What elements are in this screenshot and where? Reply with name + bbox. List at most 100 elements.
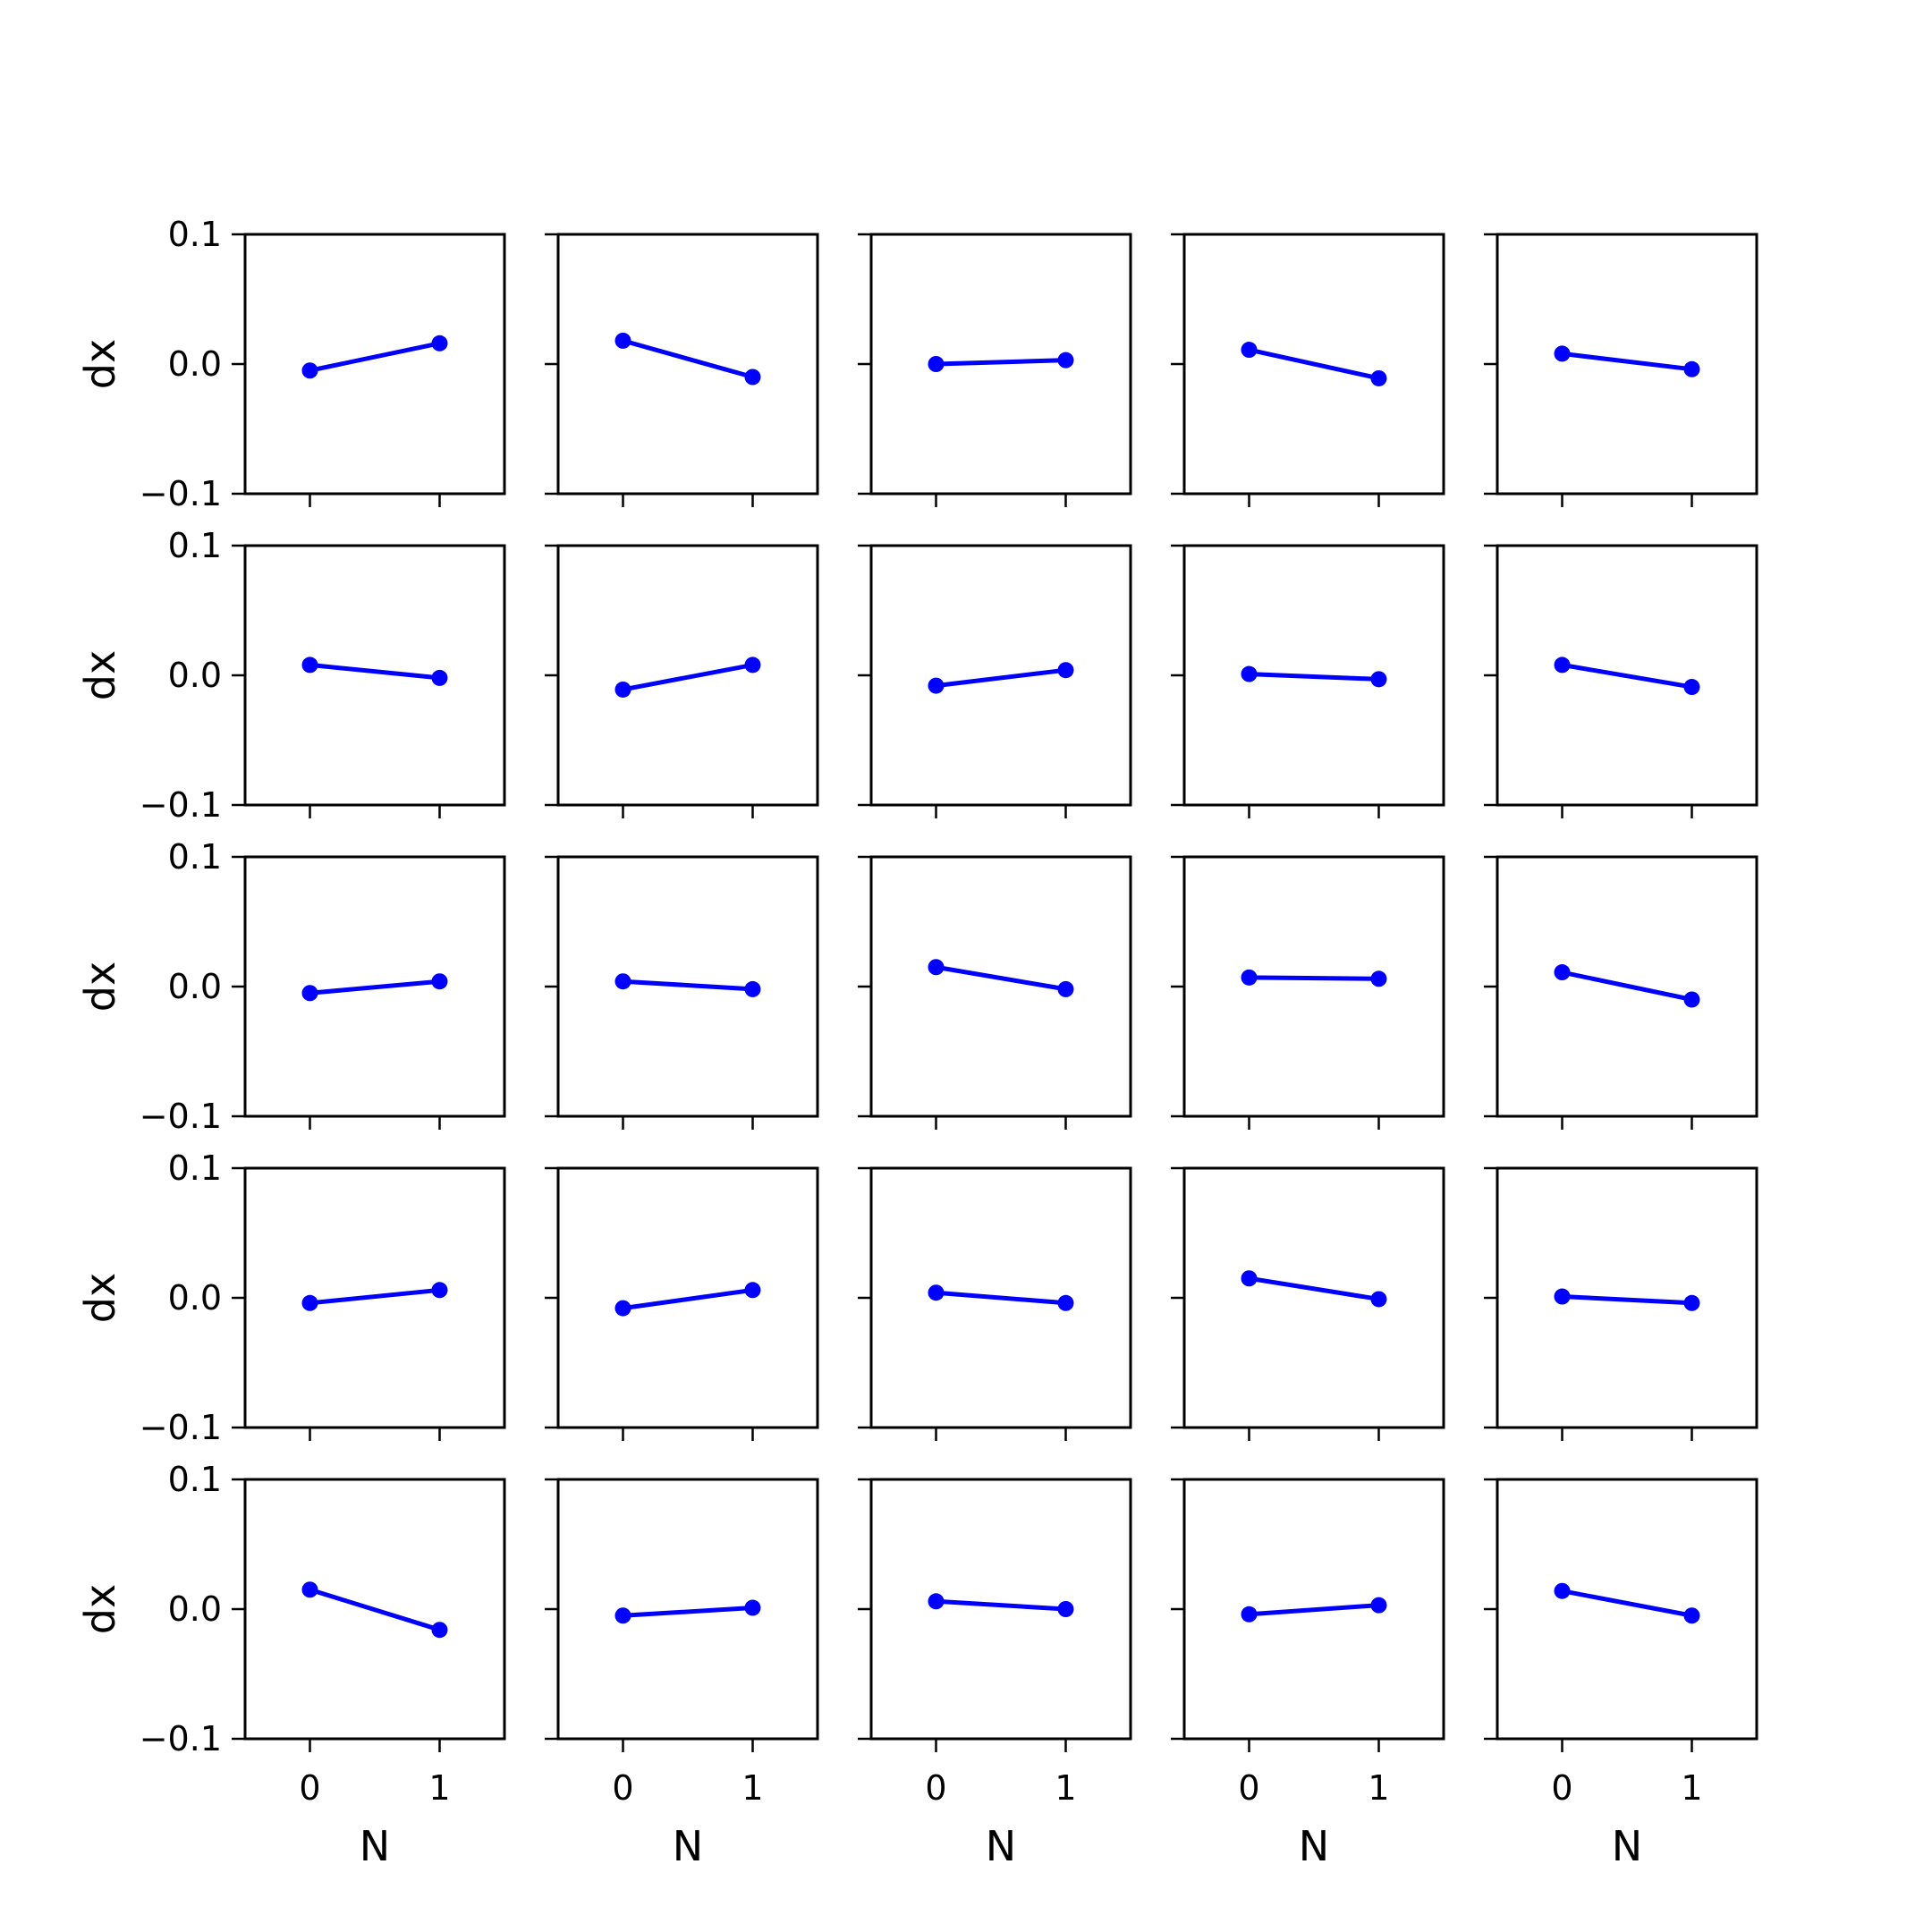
data-point: [301, 362, 318, 379]
series-line-r3-c4: [1247, 975, 1381, 981]
x-tick-label: 1: [1681, 1768, 1702, 1808]
series-line-r2-c2: [621, 662, 755, 692]
data-point: [1554, 1288, 1571, 1305]
y-tick-label: −0.1: [140, 1719, 222, 1758]
data-point: [1057, 1294, 1074, 1311]
data-point: [1554, 657, 1571, 674]
x-tick-label: 1: [1368, 1768, 1389, 1808]
data-point: [431, 669, 448, 686]
series-line-r5-c2: [621, 1606, 755, 1618]
panel-frame-r3-c4: [1182, 855, 1445, 1118]
data-point: [1241, 665, 1258, 682]
y-tick-label: 0.1: [168, 1148, 222, 1188]
y-tick-label: 0.0: [168, 1278, 222, 1318]
series-line-r2-c3: [934, 667, 1068, 689]
data-point: [1554, 1582, 1571, 1599]
panel-frame-r3-c3: [869, 855, 1132, 1118]
data-point: [1683, 1607, 1700, 1624]
panel-frame-r2-c1: [243, 544, 506, 807]
series-line-r3-c2: [621, 979, 755, 992]
y-tick-label: 0.1: [168, 1460, 222, 1499]
data-point: [744, 1599, 761, 1616]
data-point: [301, 1581, 318, 1598]
x-axis-label: N: [1612, 1822, 1642, 1870]
data-point: [301, 1294, 318, 1311]
series-line-r5-c3: [934, 1598, 1068, 1612]
data-point: [614, 332, 631, 349]
panel-frame-r1-c5: [1496, 233, 1758, 496]
data-point: [928, 677, 945, 694]
series-line-r4-c4: [1247, 1275, 1381, 1301]
y-tick-label: 0.0: [168, 656, 222, 695]
panel-frame-r5-c3: [869, 1478, 1132, 1741]
x-axis-label: N: [673, 1822, 703, 1870]
x-tick-label: 1: [1055, 1768, 1076, 1808]
data-point: [1683, 360, 1700, 377]
data-point: [1241, 1270, 1258, 1287]
series-line-r5-c4: [1247, 1603, 1381, 1617]
x-tick-label: 1: [428, 1768, 450, 1808]
series-line-r3-c5: [1560, 970, 1694, 1002]
panel-frame-r2-c3: [869, 544, 1132, 807]
series-line-r1-c3: [934, 358, 1068, 367]
data-point: [1370, 671, 1387, 688]
y-tick-label: 0.0: [168, 1589, 222, 1629]
data-point: [1057, 1601, 1074, 1617]
series-line-r4-c3: [934, 1290, 1068, 1306]
series-line-r5-c5: [1560, 1589, 1694, 1618]
data-point: [744, 369, 761, 386]
x-tick-label: 0: [1238, 1768, 1259, 1808]
series-line-r3-c1: [308, 979, 442, 996]
data-point: [1683, 679, 1700, 696]
panel-frame-r4-c4: [1182, 1166, 1445, 1429]
data-point: [301, 657, 318, 674]
data-point: [1554, 964, 1571, 981]
panel-frame-r5-c2: [556, 1478, 819, 1741]
data-point: [744, 1282, 761, 1299]
series-line-r4-c2: [621, 1287, 755, 1311]
y-axis-label: dx: [76, 339, 124, 389]
series-line-r2-c5: [1560, 662, 1694, 690]
series-line-r1-c4: [1247, 347, 1381, 381]
series-line-r2-c4: [1247, 672, 1381, 682]
data-point: [301, 985, 318, 1002]
x-axis-label: N: [986, 1822, 1016, 1870]
series-line-r2-c1: [308, 662, 442, 681]
series-line-r1-c1: [308, 341, 442, 373]
x-tick-label: 0: [612, 1768, 633, 1808]
data-point: [614, 1607, 631, 1624]
y-tick-label: 0.0: [168, 967, 222, 1006]
data-point: [1241, 342, 1258, 359]
data-point: [1370, 970, 1387, 987]
y-tick-label: −0.1: [140, 785, 222, 825]
data-point: [431, 973, 448, 990]
series-line-r1-c5: [1560, 351, 1694, 372]
x-axis-label: N: [360, 1822, 390, 1870]
y-axis-label: dx: [76, 1584, 124, 1634]
series-line-r4-c1: [308, 1287, 442, 1306]
data-point: [614, 681, 631, 698]
data-point: [744, 657, 761, 674]
data-point: [614, 973, 631, 990]
series-line-r3-c3: [934, 964, 1068, 992]
data-point: [1683, 991, 1700, 1008]
x-tick-label: 0: [299, 1768, 320, 1808]
y-axis-label: dx: [76, 650, 124, 700]
data-point: [1370, 1291, 1387, 1308]
data-point: [1370, 1597, 1387, 1614]
data-point: [1370, 369, 1387, 386]
panel-frame-r5-c5: [1496, 1478, 1758, 1741]
panel-frame-r1-c2: [556, 233, 819, 496]
data-point: [928, 1284, 945, 1301]
data-point: [1057, 980, 1074, 997]
y-tick-label: −0.1: [140, 1097, 222, 1136]
data-point: [431, 1282, 448, 1299]
x-tick-label: 0: [925, 1768, 946, 1808]
panel-frame-r1-c1: [243, 233, 506, 496]
data-point: [1241, 1606, 1258, 1623]
data-point: [431, 1622, 448, 1639]
data-point: [431, 335, 448, 352]
series-line-r1-c2: [621, 338, 755, 379]
data-point: [928, 959, 945, 976]
